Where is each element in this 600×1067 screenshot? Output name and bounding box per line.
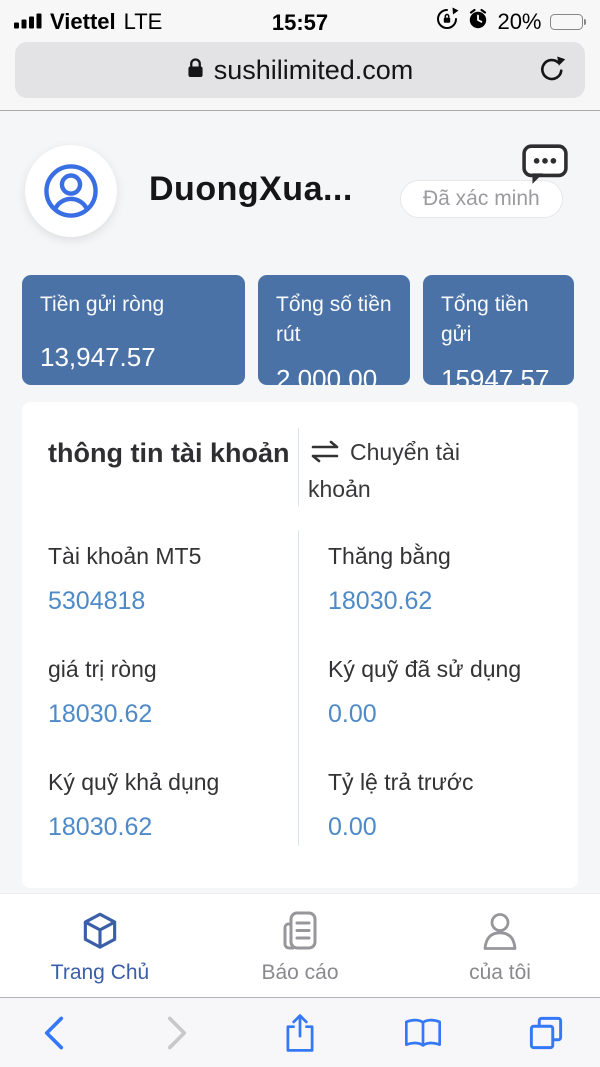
account-info-title: thông tin tài khoản: [48, 438, 290, 468]
account-info-card: thông tin tài khoản Chuyển tài khoản Tài…: [22, 402, 578, 888]
share-button[interactable]: [272, 1007, 328, 1059]
share-icon: [286, 1013, 314, 1052]
url-text: sushilimited.com: [213, 54, 414, 85]
bookmarks-button[interactable]: [395, 1007, 451, 1059]
signal-bars-icon: [14, 9, 42, 35]
nav-label-mine: của tôi: [469, 961, 531, 984]
nav-label-home: Trang Chủ: [50, 961, 150, 984]
nav-item-home[interactable]: Trang Chủ: [0, 894, 200, 997]
stat-card-total-deposit: Tổng tiền gửi 15947.57: [423, 275, 574, 385]
transfer-arrows-icon: [311, 440, 339, 463]
avatar[interactable]: [25, 145, 117, 237]
forward-icon: [167, 1016, 187, 1049]
verified-badge: Đã xác minh: [400, 180, 563, 218]
safari-top-chrome: Viettel LTE 15:57 20%: [0, 0, 600, 111]
reload-icon[interactable]: [537, 55, 567, 85]
stat-label: Tổng số tiền rút: [276, 293, 392, 346]
chat-button[interactable]: [522, 144, 568, 186]
field-prepay-ratio: Tỷ lệ trả trước 0.00: [328, 769, 474, 841]
stat-value: 2,000.00: [276, 364, 378, 385]
cube-icon: [83, 912, 117, 949]
orientation-lock-icon: [435, 7, 459, 37]
back-button[interactable]: [26, 1007, 82, 1059]
bookmarks-icon: [405, 1018, 441, 1047]
battery-icon: [549, 14, 586, 30]
stat-card-total-withdrawal: Tổng số tiền rút 2,000.00: [258, 275, 410, 385]
back-icon: [44, 1016, 64, 1049]
field-net-value: giá trị ròng 18030.62: [48, 656, 157, 728]
chat-bubble-icon: [522, 144, 568, 184]
account-fields-left: Tài khoản MT5 5304818 giá trị ròng 18030…: [48, 542, 288, 881]
nav-item-mine[interactable]: của tôi: [400, 894, 600, 997]
avatar-user-icon: [44, 164, 98, 218]
battery-percent: 20%: [497, 9, 542, 34]
status-bar: Viettel LTE 15:57 20%: [0, 0, 600, 38]
lock-icon: [187, 57, 204, 84]
field-used-margin: Ký quỹ đã sử dụng 0.00: [328, 656, 522, 728]
address-bar[interactable]: sushilimited.com: [15, 42, 585, 98]
stat-label: Tổng tiền gửi: [441, 293, 529, 346]
divider: [298, 428, 299, 506]
safari-toolbar: [0, 997, 600, 1067]
transfer-account-button[interactable]: Chuyển tài khoản: [308, 434, 518, 508]
network-label: LTE: [123, 9, 163, 34]
field-balance: Thăng bằng 18030.62: [328, 543, 451, 615]
person-icon: [483, 913, 517, 950]
forward-button[interactable]: [149, 1007, 205, 1059]
stat-cards: Tiền gửi ròng 13,947.57 Tổng số tiền rút…: [22, 275, 574, 385]
nav-item-reports[interactable]: Báo cáo: [200, 894, 400, 997]
tabs-button[interactable]: [518, 1007, 574, 1059]
app-bottom-nav: Trang Chủ Báo cáo của tôi: [0, 893, 600, 997]
tabs-icon: [529, 1016, 563, 1049]
field-available-margin: Ký quỹ khả dụng 18030.62: [48, 769, 220, 841]
page-content: DuongXua... Đã xác minh Tiền gửi ròng 13…: [0, 112, 600, 893]
transfer-account-label: Chuyển tài khoản: [308, 439, 460, 502]
alarm-icon: [467, 8, 489, 36]
stat-value: 13,947.57: [40, 342, 156, 372]
carrier-label: Viettel: [50, 9, 116, 34]
field-mt5-account: Tài khoản MT5 5304818: [48, 543, 202, 615]
divider: [298, 530, 299, 846]
stat-label: Tiền gửi ròng: [40, 293, 165, 316]
profile-name: DuongXua...: [149, 170, 353, 208]
profile-header: DuongXua... Đã xác minh: [25, 142, 575, 252]
stat-card-net-deposit: Tiền gửi ròng 13,947.57: [22, 275, 245, 385]
nav-label-reports: Báo cáo: [261, 961, 339, 984]
clock-time: 15:57: [271, 10, 329, 35]
report-icon: [283, 911, 317, 950]
stat-value: 15947.57: [441, 364, 550, 385]
account-fields-right: Thăng bằng 18030.62 Ký quỹ đã sử dụng 0.…: [328, 542, 568, 881]
